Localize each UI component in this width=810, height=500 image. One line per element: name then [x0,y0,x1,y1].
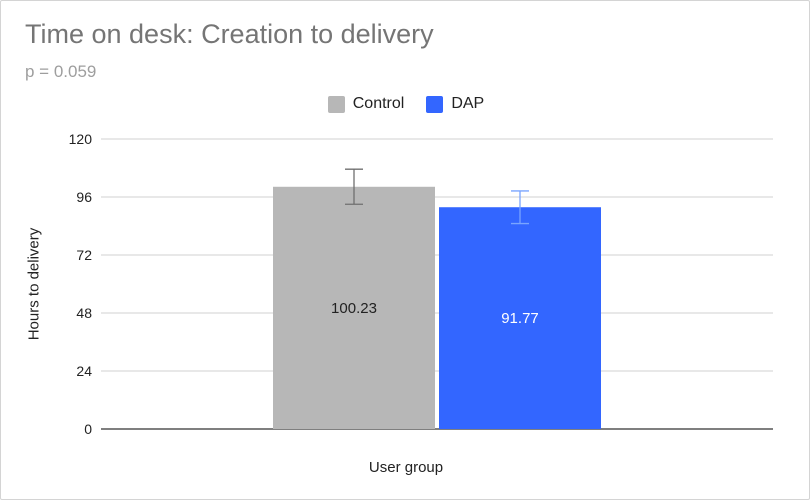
x-axis-title: User group [368,459,444,476]
legend: Control DAP [1,95,810,113]
bar-dap [439,207,601,429]
data-label-dap: 91.77 [501,310,539,327]
legend-swatch-dap [426,95,444,113]
y-tick-label: 72 [76,247,92,263]
legend-item-control[interactable]: Control [327,95,405,113]
y-tick-label: 24 [76,363,92,379]
legend-label-dap: DAP [451,95,485,112]
legend-item-dap[interactable]: DAP [426,95,484,113]
chart-subtitle: p = 0.059 [25,62,97,81]
data-label-control: 100.23 [331,300,377,317]
y-tick-label: 96 [76,189,92,205]
y-tick-label: 48 [76,305,92,321]
y-tick-label: 0 [84,421,92,437]
bar-control [273,186,435,429]
chart-title: Time on desk: Creation to delivery [25,19,434,49]
legend-swatch-control [327,95,345,113]
y-tick-label: 120 [69,131,93,147]
legend-label-control: Control [352,95,405,112]
